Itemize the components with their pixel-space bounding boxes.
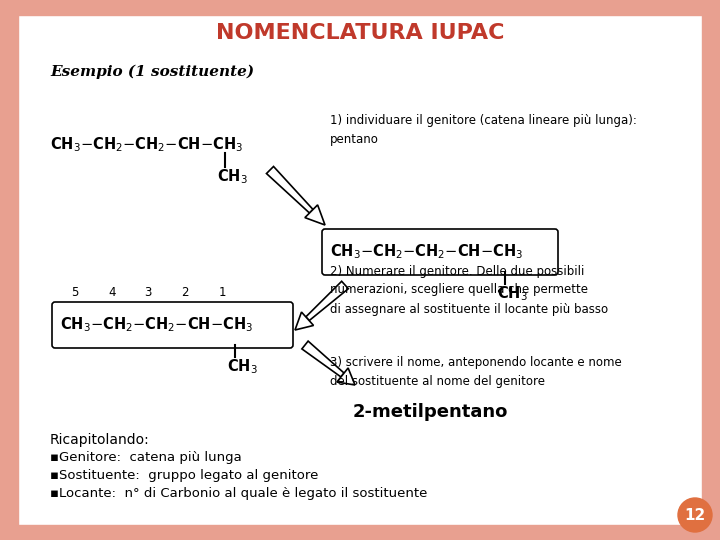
Polygon shape <box>266 166 313 213</box>
Text: CH$_3$: CH$_3$ <box>217 167 248 186</box>
Text: 1: 1 <box>218 287 226 300</box>
Text: 2-metilpentano: 2-metilpentano <box>352 403 508 421</box>
Text: 3: 3 <box>144 287 152 300</box>
Text: 4: 4 <box>108 287 116 300</box>
Text: Esempio (1 sostituente): Esempio (1 sostituente) <box>50 65 254 79</box>
Circle shape <box>678 498 712 532</box>
FancyBboxPatch shape <box>52 302 293 348</box>
Text: ▪Locante:  n° di Carbonio al quale è legato il sostituente: ▪Locante: n° di Carbonio al quale è lega… <box>50 487 428 500</box>
Text: 1) individuare il genitore (catena lineare più lunga):
pentano: 1) individuare il genitore (catena linea… <box>330 114 637 146</box>
Polygon shape <box>302 341 344 377</box>
Polygon shape <box>295 312 313 330</box>
Text: 12: 12 <box>685 508 706 523</box>
Text: 2: 2 <box>181 287 189 300</box>
Text: ▪Sostituente:  gruppo legato al genitore: ▪Sostituente: gruppo legato al genitore <box>50 469 318 482</box>
Text: 3) scrivere il nome, anteponendo locante e nome
del sostituente al nome del geni: 3) scrivere il nome, anteponendo locante… <box>330 356 622 388</box>
Text: Ricapitolando:: Ricapitolando: <box>50 433 150 447</box>
Text: ▪Genitore:  catena più lunga: ▪Genitore: catena più lunga <box>50 450 242 463</box>
FancyBboxPatch shape <box>322 229 558 275</box>
Text: 5: 5 <box>71 287 78 300</box>
Bar <box>0 525 720 540</box>
Polygon shape <box>305 205 325 225</box>
Polygon shape <box>306 281 348 321</box>
Polygon shape <box>337 368 355 385</box>
Text: CH$_3$$-$CH$_2$$-$CH$_2$$-$CH$-$CH$_3$: CH$_3$$-$CH$_2$$-$CH$_2$$-$CH$-$CH$_3$ <box>330 242 523 261</box>
Bar <box>0 0 720 15</box>
Text: NOMENCLATURA IUPAC: NOMENCLATURA IUPAC <box>216 23 504 43</box>
Text: CH$_3$: CH$_3$ <box>227 357 258 376</box>
Text: CH$_3$$-$CH$_2$$-$CH$_2$$-$CH$-$CH$_3$: CH$_3$$-$CH$_2$$-$CH$_2$$-$CH$-$CH$_3$ <box>60 316 253 334</box>
Bar <box>702 0 720 540</box>
Text: CH$_3$: CH$_3$ <box>497 285 528 303</box>
Text: 2) Numerare il genitore. Delle due possibili
numerazioni, scegliere quella che p: 2) Numerare il genitore. Delle due possi… <box>330 265 608 315</box>
Bar <box>0 0 18 540</box>
Text: CH$_3$$-$CH$_2$$-$CH$_2$$-$CH$-$CH$_3$: CH$_3$$-$CH$_2$$-$CH$_2$$-$CH$-$CH$_3$ <box>50 136 243 154</box>
